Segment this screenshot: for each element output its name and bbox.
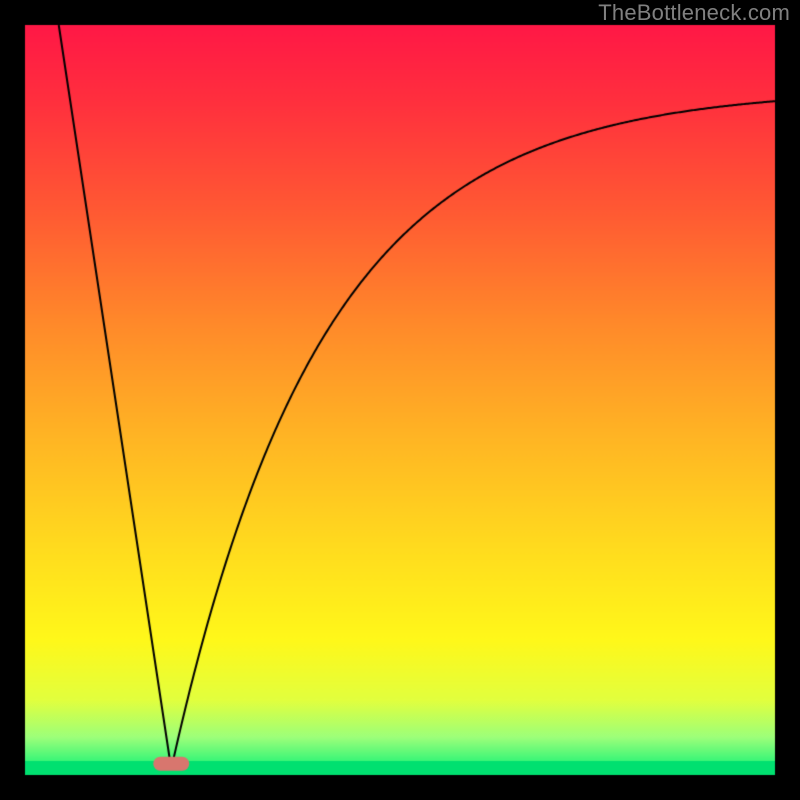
chart-container: TheBottleneck.com bbox=[0, 0, 800, 800]
bottleneck-chart-canvas bbox=[0, 0, 800, 800]
watermark-text: TheBottleneck.com bbox=[598, 0, 790, 26]
